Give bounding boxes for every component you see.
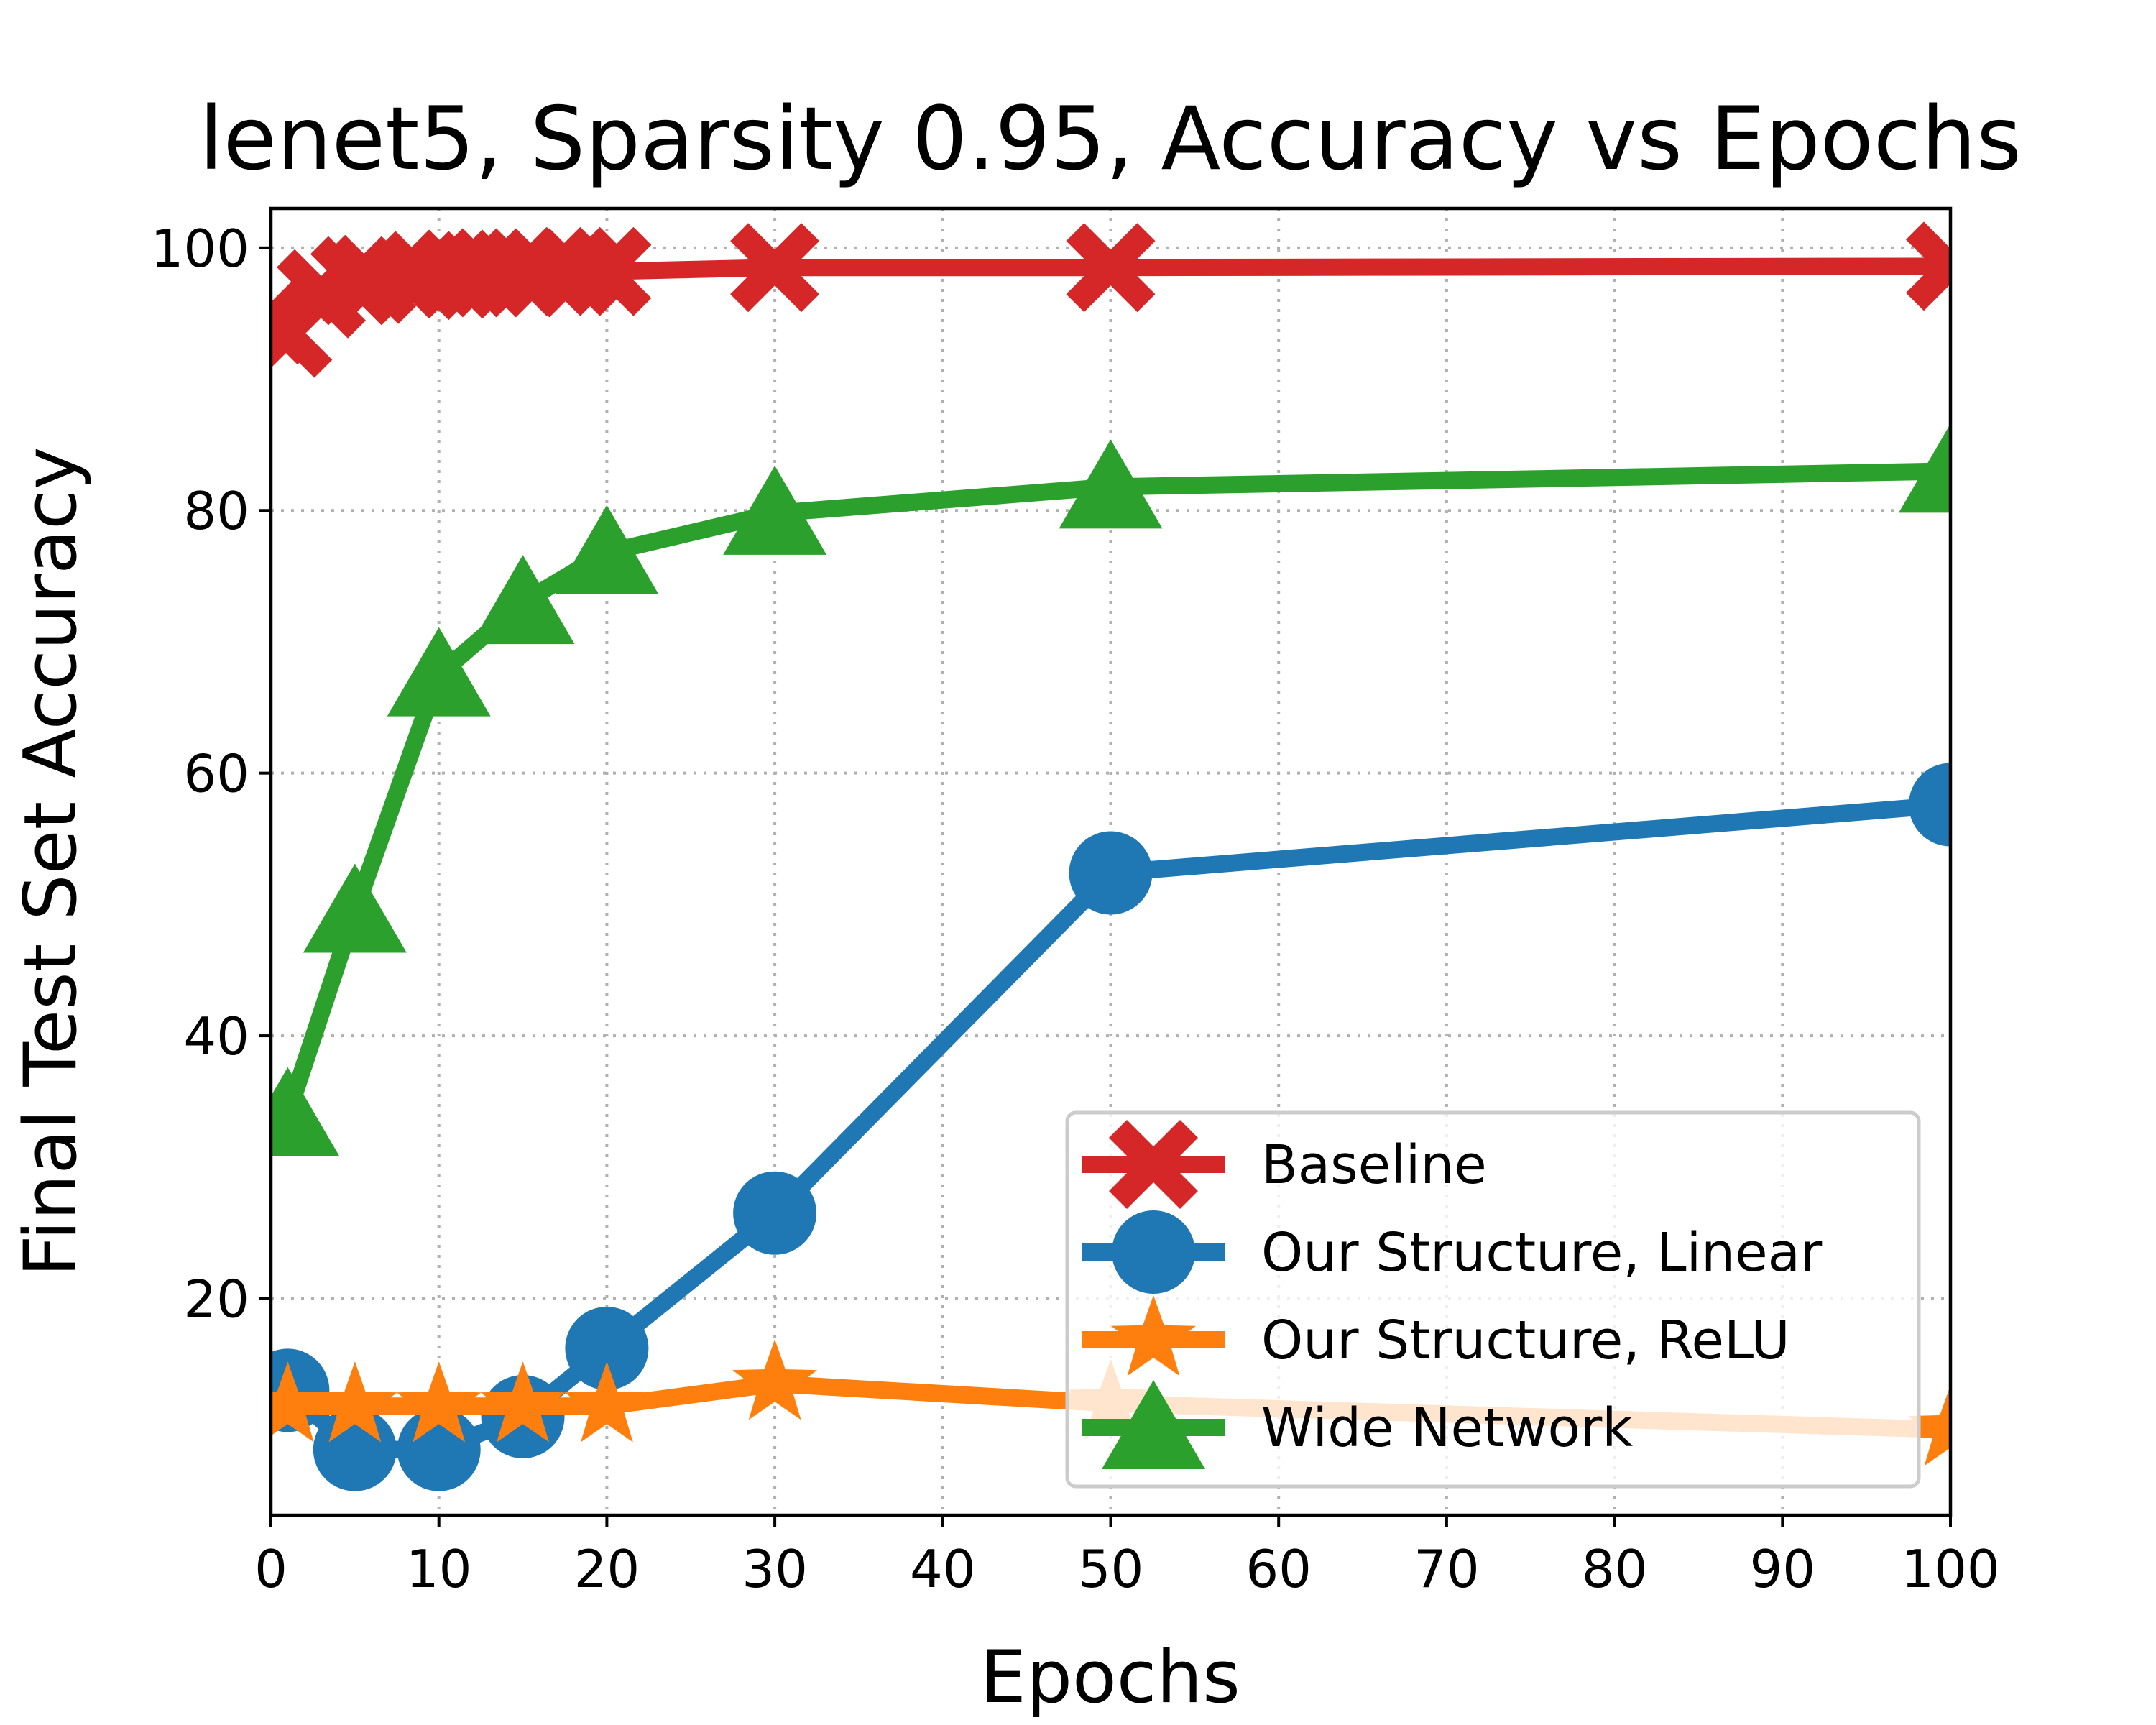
x-tick-label: 80	[1582, 1539, 1648, 1599]
legend-label: Our Structure, Linear	[1261, 1222, 1823, 1284]
legend-label: Baseline	[1261, 1134, 1487, 1196]
x-tick-label: 10	[406, 1539, 472, 1599]
y-tick-label: 40	[183, 1006, 249, 1067]
plot-area	[271, 221, 1950, 1491]
data-point	[1909, 763, 1950, 847]
x-tick-label: 40	[910, 1539, 976, 1599]
legend-label: Wide Network	[1261, 1397, 1633, 1459]
x-tick-label: 90	[1749, 1539, 1815, 1599]
data-point	[1899, 423, 1950, 513]
series-3	[271, 423, 1950, 1156]
data-point	[730, 223, 820, 313]
y-tick-label: 100	[151, 218, 249, 279]
data-point	[1906, 221, 1950, 311]
data-point	[387, 627, 491, 717]
legend-label: Our Structure, ReLU	[1261, 1310, 1790, 1371]
data-point	[303, 863, 407, 953]
data-point	[1908, 1385, 1950, 1466]
legend-marker	[1111, 1295, 1196, 1376]
data-point	[271, 1067, 340, 1156]
legend: Baseline Our Structure, Linear Our Structu…	[1065, 1110, 1921, 1489]
data-point	[312, 1361, 397, 1443]
x-tick-label: 20	[574, 1539, 640, 1599]
y-tick-label: 60	[183, 744, 249, 804]
data-point	[564, 1361, 650, 1443]
x-tick-label: 50	[1078, 1539, 1144, 1599]
legend-item: Our Structure, ReLU	[1082, 1295, 1790, 1376]
data-point	[733, 1171, 817, 1255]
x-axis: 0 10 20 30 40 50 60 70 80 90 100	[254, 1515, 2000, 1599]
x-axis-label: Epochs	[980, 1634, 1240, 1719]
data-point	[1066, 223, 1156, 313]
data-point	[562, 226, 652, 316]
legend-marker	[1102, 1380, 1205, 1469]
x-tick-label: 70	[1414, 1539, 1480, 1599]
data-point	[555, 505, 659, 594]
x-tick-label: 100	[1901, 1539, 1999, 1599]
series-0	[271, 221, 1950, 378]
data-point	[271, 1361, 331, 1443]
data-point	[1059, 439, 1163, 529]
data-point	[396, 1361, 482, 1443]
x-tick-label: 30	[742, 1539, 808, 1599]
legend-item: Our Structure, Linear	[1082, 1210, 1823, 1294]
y-axis-label: Final Test Set Accuracy	[8, 447, 93, 1277]
legend-item: Wide Network	[1082, 1380, 1633, 1469]
y-tick-label: 80	[183, 481, 249, 541]
data-point	[1069, 831, 1153, 915]
data-point	[565, 1306, 649, 1390]
legend-box	[1065, 1110, 1921, 1489]
legend-item: Baseline	[1082, 1120, 1487, 1209]
data-point	[732, 1339, 818, 1420]
y-axis: 20 40 60 80 100	[151, 218, 271, 1330]
legend-marker	[1109, 1120, 1198, 1209]
legend-marker	[1112, 1210, 1195, 1294]
series-line	[280, 462, 1950, 1118]
y-tick-label: 20	[183, 1269, 249, 1330]
chart-title: lenet5, Sparsity 0.95, Accuracy vs Epoch…	[199, 88, 2022, 190]
data-point	[471, 555, 575, 645]
data-point	[723, 465, 827, 555]
data-point	[480, 1361, 566, 1443]
x-tick-label: 0	[254, 1539, 287, 1599]
x-tick-label: 60	[1245, 1539, 1312, 1599]
